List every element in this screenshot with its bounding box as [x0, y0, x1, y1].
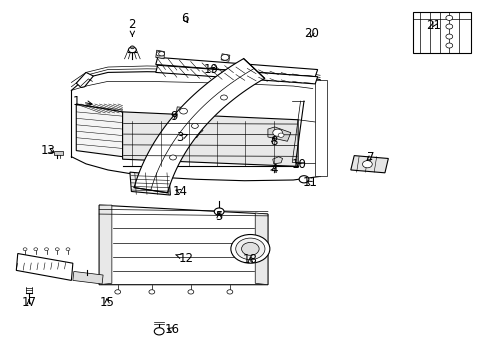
Circle shape [241, 242, 259, 255]
Polygon shape [99, 205, 112, 285]
Circle shape [154, 328, 163, 335]
Circle shape [445, 43, 452, 48]
Text: 14: 14 [172, 185, 187, 198]
Polygon shape [76, 104, 122, 157]
Polygon shape [412, 12, 470, 53]
Circle shape [299, 176, 308, 183]
Circle shape [115, 290, 121, 294]
Circle shape [217, 212, 221, 215]
Circle shape [169, 155, 176, 160]
Circle shape [445, 15, 452, 21]
Circle shape [130, 46, 134, 49]
Polygon shape [134, 59, 264, 193]
Polygon shape [76, 72, 93, 87]
Circle shape [445, 34, 452, 39]
Text: 19: 19 [203, 63, 219, 76]
Circle shape [156, 51, 162, 56]
Circle shape [44, 248, 48, 251]
Circle shape [220, 95, 227, 100]
Text: 3: 3 [176, 131, 187, 144]
Text: 21: 21 [426, 19, 440, 32]
Text: 18: 18 [243, 253, 257, 266]
Text: 4: 4 [269, 163, 277, 176]
Text: 9: 9 [170, 110, 177, 123]
Text: 13: 13 [41, 144, 56, 157]
Circle shape [149, 290, 155, 294]
Circle shape [214, 208, 224, 215]
Text: 15: 15 [100, 296, 114, 309]
Polygon shape [54, 150, 63, 155]
Text: 2: 2 [128, 18, 136, 36]
Text: 5: 5 [215, 210, 223, 223]
Circle shape [66, 248, 70, 251]
Circle shape [235, 238, 264, 260]
Text: 7: 7 [366, 151, 373, 164]
Circle shape [362, 161, 371, 168]
Polygon shape [156, 57, 317, 77]
Circle shape [230, 234, 269, 263]
Polygon shape [315, 80, 327, 176]
Circle shape [179, 108, 187, 114]
Circle shape [278, 133, 284, 137]
Text: 8: 8 [269, 135, 277, 148]
Polygon shape [130, 172, 170, 195]
Text: 17: 17 [21, 296, 37, 309]
Text: 6: 6 [181, 12, 188, 25]
Circle shape [272, 129, 282, 136]
Circle shape [191, 123, 198, 129]
Polygon shape [183, 126, 203, 138]
Circle shape [128, 47, 136, 53]
Polygon shape [267, 127, 290, 141]
Circle shape [445, 24, 452, 29]
Circle shape [226, 290, 232, 294]
Circle shape [55, 248, 59, 251]
Text: 10: 10 [291, 158, 306, 171]
Circle shape [23, 248, 27, 251]
Polygon shape [221, 54, 229, 61]
Polygon shape [176, 107, 189, 115]
Circle shape [221, 54, 228, 60]
Polygon shape [73, 271, 103, 284]
Text: 20: 20 [304, 27, 319, 40]
Polygon shape [350, 156, 387, 173]
Polygon shape [272, 157, 282, 164]
Polygon shape [16, 253, 73, 280]
Text: 16: 16 [164, 323, 180, 336]
Text: 12: 12 [175, 252, 193, 265]
Circle shape [158, 51, 164, 56]
Text: 11: 11 [302, 176, 317, 189]
Polygon shape [156, 65, 317, 84]
Polygon shape [156, 50, 164, 59]
Polygon shape [255, 213, 267, 285]
Polygon shape [99, 205, 267, 285]
Circle shape [187, 290, 193, 294]
Polygon shape [122, 112, 298, 166]
Text: 1: 1 [72, 95, 92, 108]
Circle shape [34, 248, 38, 251]
